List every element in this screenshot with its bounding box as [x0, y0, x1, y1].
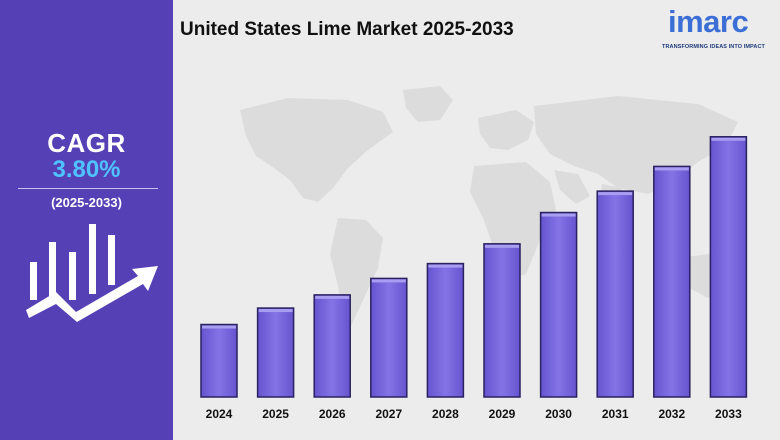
bar-2028 — [426, 262, 465, 398]
bar-cap-2032 — [654, 167, 689, 171]
bar-2027 — [370, 277, 408, 398]
bar-chart: 2024 2025 2026 2027 2028 2029 2030 2031 2032 2033 — [200, 136, 748, 421]
imarc-logo: imarc — [668, 4, 749, 39]
cagr-label: CAGR — [47, 128, 126, 158]
imarc-logo-tagline: TRANSFORMING IDEAS INTO IMPACT — [662, 44, 766, 50]
x-tick-label: 2027 — [375, 407, 402, 421]
bar-2024 — [200, 323, 238, 398]
bar-2031 — [596, 190, 634, 398]
bar-cap-2031 — [598, 192, 633, 196]
x-tick-label: 2029 — [489, 407, 516, 421]
x-tick-label: 2028 — [432, 407, 459, 421]
bar-cap-2033 — [711, 137, 746, 141]
x-tick-label: 2033 — [715, 407, 742, 421]
cagr-period: (2025-2033) — [51, 195, 122, 210]
x-tick-label: 2024 — [206, 407, 233, 421]
chart-title: United States Lime Market 2025-2033 — [180, 19, 514, 40]
bar-2025 — [256, 307, 295, 398]
bar-2026 — [313, 294, 351, 398]
bar-cap-2024 — [202, 325, 236, 329]
bar-2030 — [539, 211, 578, 398]
bar-cap-2028 — [428, 264, 463, 268]
bar-cap-2025 — [258, 309, 293, 313]
cagr-value: 3.80% — [52, 156, 121, 183]
x-tick-label: 2026 — [319, 407, 346, 421]
bar-cap-2027 — [371, 279, 406, 283]
growth-chart-arrow-icon — [26, 224, 158, 322]
cagr-divider — [18, 188, 158, 189]
bar-2032 — [653, 165, 691, 398]
bar-cap-2030 — [541, 213, 576, 217]
bar-2033 — [709, 136, 748, 398]
x-tick-label: 2031 — [602, 407, 629, 421]
x-tick-label: 2030 — [545, 407, 572, 421]
x-tick-label: 2025 — [262, 407, 289, 421]
cagr-panel: CAGR 3.80% (2025-2033) — [0, 0, 173, 440]
bar-cap-2026 — [315, 295, 350, 299]
x-tick-label: 2032 — [658, 407, 685, 421]
bar-cap-2029 — [485, 244, 519, 248]
bar-2029 — [483, 243, 521, 398]
